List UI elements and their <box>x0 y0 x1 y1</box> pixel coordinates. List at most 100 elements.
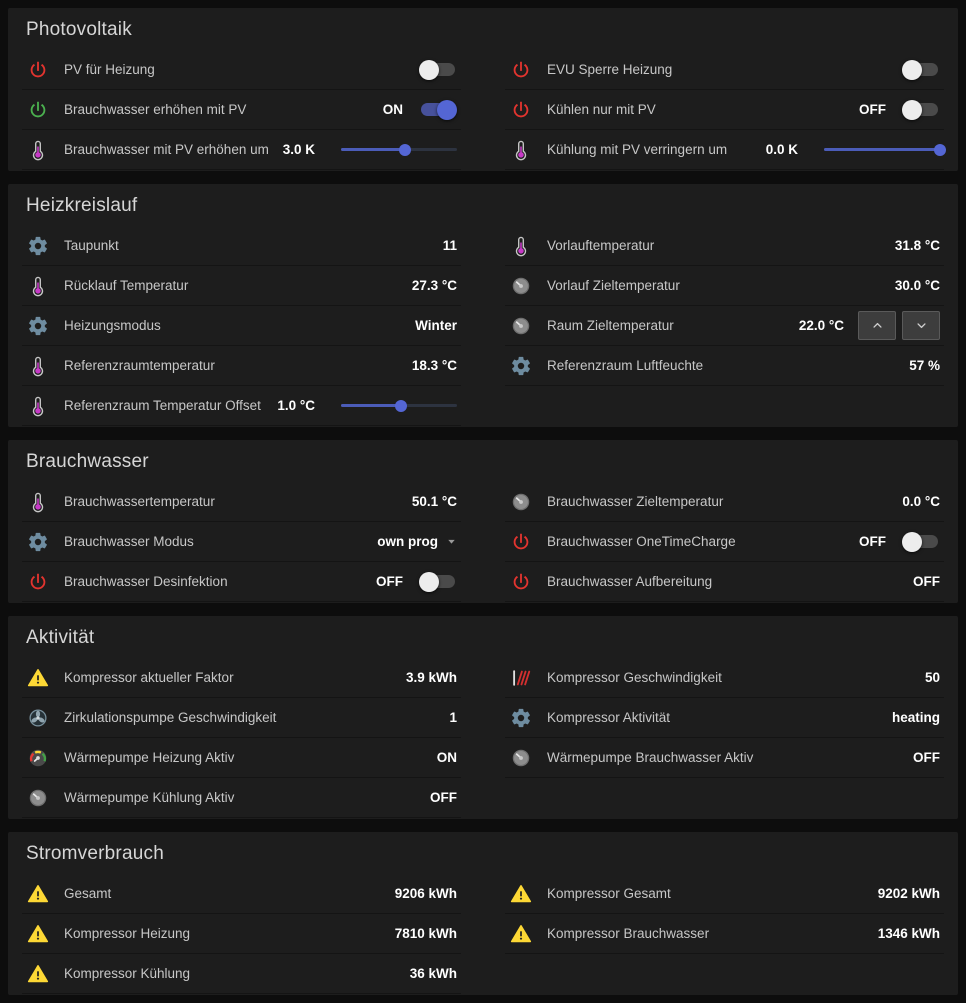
entity-label: Kompressor aktueller Faktor <box>64 670 234 685</box>
toggle-switch[interactable] <box>902 59 940 80</box>
column-right: Vorlauftemperatur 31.8 °C Vorlauf Zieltemp… <box>505 226 944 426</box>
entity-row: Rücklauf Temperatur 27.3 °C <box>22 266 461 306</box>
column-right: EVU Sperre Heizung Kühlen nur mit PV OFF Kü… <box>505 50 946 170</box>
warning-icon <box>26 963 50 985</box>
entity-label: Referenzraum Temperatur Offset <box>64 398 261 413</box>
entity-label: Brauchwasser mit PV erhöhen um <box>64 142 269 157</box>
toggle-switch[interactable] <box>419 571 457 592</box>
entity-row: Kompressor Aktivität heating <box>505 698 944 738</box>
slider-fill <box>341 404 402 407</box>
entity-label: Vorlauf Zieltemperatur <box>547 278 680 293</box>
entity-row: Brauchwasser Zieltemperatur 0.0 °C <box>505 482 944 522</box>
entity-value: heating <box>891 710 940 725</box>
toggle-knob <box>419 571 439 592</box>
column-right: Kompressor Geschwindigkeit 50 Kompressor A… <box>505 658 944 818</box>
value-slider[interactable] <box>341 396 457 416</box>
entity-label: Brauchwasser Zieltemperatur <box>547 494 724 509</box>
toggle-state-label: OFF <box>859 534 886 549</box>
gauge-icon <box>509 275 533 297</box>
toggle-switch[interactable] <box>419 59 457 80</box>
warning-icon <box>26 883 50 905</box>
warning-icon <box>509 883 533 905</box>
speed-icon <box>509 667 533 689</box>
toggle-state-label: OFF <box>376 574 403 589</box>
entity-value: OFF <box>913 750 940 765</box>
entity-row: Brauchwasser OneTimeCharge OFF <box>505 522 944 562</box>
entity-value: 57 % <box>909 358 940 373</box>
entity-value: 0.0 K <box>765 142 798 157</box>
entity-row: Kompressor Kühlung 36 kWh <box>22 954 461 994</box>
entity-label: Wärmepumpe Heizung Aktiv <box>64 750 235 765</box>
column-left: Gesamt 9206 kWh Kompressor Heizung 7810 kWh… <box>22 874 461 994</box>
entity-row: Brauchwasser Desinfektion OFF <box>22 562 461 602</box>
toggle-switch[interactable] <box>902 99 940 120</box>
entity-value: 3.0 K <box>282 142 315 157</box>
entity-row: Kühlung mit PV verringern um 0.0 K <box>505 130 946 170</box>
section-columns: PV für Heizung Brauchwasser erhöhen mit P… <box>22 50 946 170</box>
entity-label: Brauchwasser Desinfektion <box>64 574 228 589</box>
toggle-switch[interactable] <box>902 531 940 552</box>
slider-knob[interactable] <box>395 399 408 412</box>
thermometer-icon <box>26 395 50 417</box>
entity-value: 1346 kWh <box>877 926 940 941</box>
column-left: PV für Heizung Brauchwasser erhöhen mit P… <box>22 50 461 170</box>
entity-label: EVU Sperre Heizung <box>547 62 673 77</box>
entity-row: PV für Heizung <box>22 50 461 90</box>
section-columns: Kompressor aktueller Faktor 3.9 kWh Zirkul… <box>22 658 944 818</box>
entity-label: Brauchwasser Aufbereitung <box>547 574 713 589</box>
toggle-knob <box>902 99 922 120</box>
power-icon <box>509 99 533 121</box>
entity-row: Wärmepumpe Kühlung Aktiv OFF <box>22 778 461 818</box>
gear-icon <box>509 707 533 729</box>
entity-label: Kompressor Brauchwasser <box>547 926 710 941</box>
section-title: Photovoltaik <box>26 19 132 40</box>
entity-row: Referenzraum Temperatur Offset 1.0 °C <box>22 386 461 426</box>
entity-label: Brauchwasser erhöhen mit PV <box>64 102 247 117</box>
slider-knob[interactable] <box>398 143 411 156</box>
power-icon <box>509 531 533 553</box>
gear-icon <box>26 235 50 257</box>
power-icon <box>26 99 50 121</box>
entity-value: 9206 kWh <box>394 886 457 901</box>
increase-button[interactable] <box>858 311 896 340</box>
entity-label: Kompressor Kühlung <box>64 966 191 981</box>
section-columns: Taupunkt 11 Rücklauf Temperatur 27.3 °C Heiz… <box>22 226 944 426</box>
entity-row: Kompressor Geschwindigkeit 50 <box>505 658 944 698</box>
gauge-icon <box>509 315 533 337</box>
gauge-icon <box>509 747 533 769</box>
entity-row: Kompressor Brauchwasser 1346 kWh <box>505 914 944 954</box>
entity-value: OFF <box>430 790 457 805</box>
value-slider[interactable] <box>341 140 457 160</box>
entity-row: Wärmepumpe Brauchwasser Aktiv OFF <box>505 738 944 778</box>
thermometer-icon <box>509 139 533 161</box>
entity-row: Wärmepumpe Heizung Aktiv ON <box>22 738 461 778</box>
column-right: Kompressor Gesamt 9202 kWh Kompressor Brau… <box>505 874 944 994</box>
section-title: Brauchwasser <box>26 451 149 472</box>
gauge-icon <box>509 491 533 513</box>
section-card: Brauchwasser Brauchwassertemperatur 50.1 °… <box>8 440 958 603</box>
section-columns: Brauchwassertemperatur 50.1 °C Brauchwasse… <box>22 482 944 602</box>
power-icon <box>509 59 533 81</box>
entity-value: 50 <box>924 670 940 685</box>
value-slider[interactable] <box>824 140 946 160</box>
column-left: Brauchwassertemperatur 50.1 °C Brauchwasse… <box>22 482 461 602</box>
entity-value: 30.0 °C <box>894 278 940 293</box>
chevron-down-icon[interactable] <box>446 536 457 547</box>
entity-row: Vorlauftemperatur 31.8 °C <box>505 226 944 266</box>
toggle-switch[interactable] <box>419 99 457 120</box>
entity-row: Gesamt 9206 kWh <box>22 874 461 914</box>
entity-label: Zirkulationspumpe Geschwindigkeit <box>64 710 277 725</box>
entity-label: Gesamt <box>64 886 112 901</box>
slider-knob[interactable] <box>934 143 946 156</box>
section-card: Photovoltaik PV für Heizung Brauchwasser e… <box>8 8 958 171</box>
decrease-button[interactable] <box>902 311 940 340</box>
entity-row: Raum Zieltemperatur 22.0 °C <box>505 306 944 346</box>
toggle-knob <box>902 531 922 552</box>
entity-value: OFF <box>913 574 940 589</box>
entity-label: Referenzraum Luftfeuchte <box>547 358 704 373</box>
thermometer-icon <box>26 139 50 161</box>
entity-value: 1 <box>449 710 457 725</box>
entity-label: Vorlauftemperatur <box>547 238 655 253</box>
entity-value: 3.9 kWh <box>405 670 457 685</box>
entity-label: Kompressor Geschwindigkeit <box>547 670 722 685</box>
